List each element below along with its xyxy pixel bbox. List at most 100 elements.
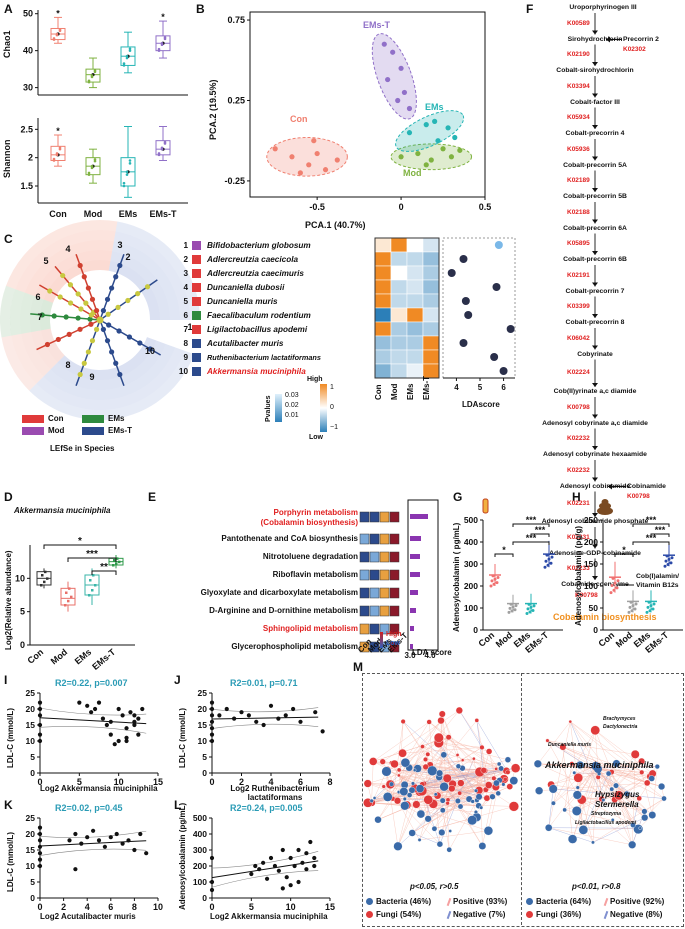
m-left-node [397,773,401,778]
m-right-node [641,808,648,815]
m-right-node [648,811,657,819]
k-ytick-label: 20 [26,829,36,839]
i-point [132,713,137,718]
k-xtick-label: 2 [61,902,66,912]
a-point [52,157,56,161]
c-lda-dot [459,339,468,347]
l-ytick-label: 400 [193,829,207,839]
j-ci-upper [211,707,319,713]
m-left-edge [424,771,480,784]
g-point [546,563,550,567]
m-left-node [372,796,377,800]
m-left-positive: Positive (93%) [446,897,507,906]
i-ytick-label: 15 [26,720,36,730]
m-right-edge [652,766,658,816]
m-label-a: Brachymyces [603,716,636,722]
m-left-node [439,782,449,792]
g-ytick-label: 0 [473,625,478,635]
m-right-fungi: Fungi (36%) [526,910,581,919]
m-left-node [505,769,511,775]
a-point [90,164,94,168]
c-species-swatch [192,366,201,376]
l-point [209,855,215,861]
i-point [124,735,129,740]
c-heat-cell [374,265,392,281]
c-node [88,321,94,327]
m-left-node [502,776,508,782]
d-sig-bracket [43,544,117,549]
l-point [288,883,293,888]
f-ko-label: K02224 [567,369,590,377]
m-right-edge [618,795,634,826]
m-left-edge [476,720,487,790]
c-node [144,284,151,290]
e-heat-cell [379,511,390,523]
f-pathway-node: Cobalt-sirohydrochlorin [556,67,634,74]
m-right-hub-edge [597,768,652,779]
k-point [37,825,43,830]
c-heat-cell [422,335,440,351]
b-point [435,138,441,144]
m-left-node [379,758,386,765]
m-label-akk: Akkermansia muciniphila [545,760,654,770]
c-lda-tick-label: 5 [478,383,483,392]
m-left-node [467,815,478,826]
b-point [272,146,278,152]
h-point [611,576,615,580]
g-point [511,605,515,609]
j-ylabel: LDL-C (mmol/L) [178,708,187,768]
m-left-node [400,719,406,725]
m-right-node [601,798,606,802]
feces-icon [597,507,613,515]
j-point [209,738,215,744]
c-node [117,371,123,378]
a-point [160,41,164,45]
i-point [128,710,133,715]
f-pathway-node: Adenosine-GDP-cobinamide [549,549,641,557]
i-xtick-label: 10 [114,777,124,787]
m-left-node [408,829,416,837]
e-heat-cell [369,605,380,617]
e-pathway-name: D-Arginine and D-ornithine metabolism [209,606,358,615]
c-node [93,308,100,314]
m-left-node [442,773,452,783]
d-sig-label: ** [100,562,108,573]
e-pathway-name: Pantothenate and CoA biosynthesis [221,534,358,543]
m-left-edge [371,761,374,801]
m-left-node [420,744,425,749]
m-left-node [426,719,432,725]
k-point [138,831,143,837]
c-clade-number: 2 [125,252,130,262]
g-xtick-label: Mod [494,630,515,650]
c-heat-cell [406,293,424,309]
m-left-node [415,784,425,793]
f-side-k00798: K00798 [627,492,650,500]
c-species-number: 7 [183,324,188,334]
c-node [66,331,72,337]
m-left-node [427,765,438,776]
e-heat-cell [369,551,380,563]
c-lda-dot [464,311,473,319]
d-ytick-label: 10 [15,573,25,583]
c-species-number: 10 [178,366,188,376]
m-left-bacteria: Bacteria (46%) [366,897,431,906]
j-point [209,719,215,724]
d-point [91,589,94,592]
m-right-node [613,782,619,789]
h-point [648,609,652,613]
m-left-node [506,783,514,790]
l-xtick-label: 0 [209,902,214,912]
b-point [381,41,387,47]
panel-label-f: F [526,2,534,16]
h-ytick-label: 0 [593,625,598,635]
b-point [398,154,404,160]
b-ylabel: PCA.2 (19.5%) [208,79,218,140]
j-point [276,716,281,721]
c-node [106,322,112,328]
panel-i-scatter: 0 5 10 15 0 5 10 15 20 25 [26,688,163,787]
c-heat-cell [374,335,392,351]
e-pathway-name: Nitrotoluene degradation [262,552,358,561]
f-side-arrow-head [608,483,612,490]
d-point [43,580,46,584]
c-species-row: 10 Akkermansia muciniphila [176,364,306,378]
